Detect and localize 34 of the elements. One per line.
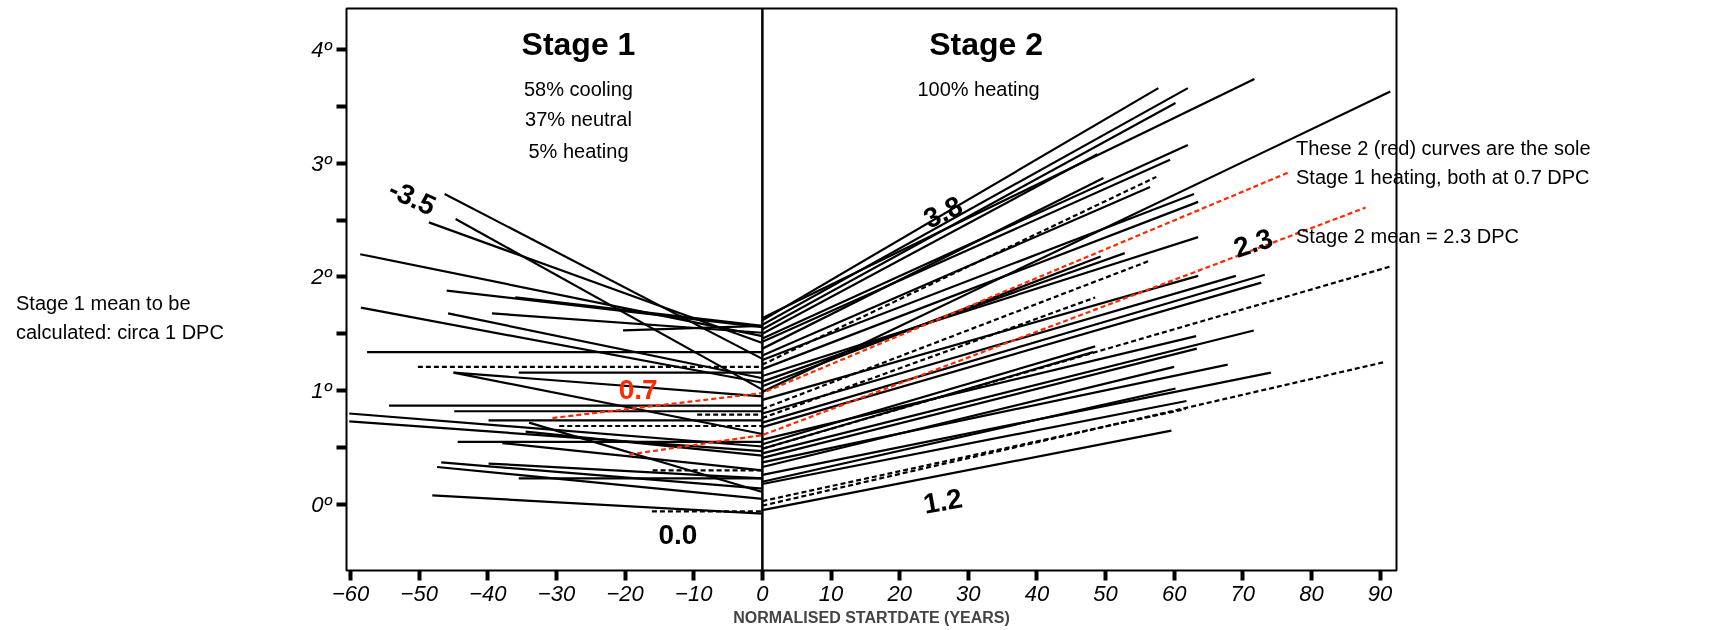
x-tick-label: −40	[469, 580, 508, 606]
y-tick-label: 0º	[311, 492, 333, 518]
y-tick-label: 3º	[311, 150, 333, 176]
annotation: 5% heating	[528, 139, 629, 162]
x-tick-label: −10	[675, 580, 714, 606]
annotation: 100% heating	[917, 78, 1040, 101]
y-tick-label: 4º	[311, 36, 333, 62]
annotation: -3.5	[383, 173, 441, 222]
x-tick-label: −50	[400, 580, 439, 606]
text: Stage 1 mean to be	[16, 291, 192, 316]
x-tick-label: −20	[606, 580, 645, 606]
x-tick-label: −30	[537, 580, 576, 606]
annotation: 0.0	[658, 518, 698, 550]
y-tick-label: 2º	[310, 264, 333, 290]
x-tick-label: 20	[886, 580, 913, 606]
x-tick-label: 70	[1230, 580, 1256, 606]
annotation: Stage 1	[521, 25, 636, 62]
x-tick-label: 40	[1024, 580, 1050, 606]
annotation: 2.3	[1229, 222, 1277, 264]
annotation: 1.2	[921, 482, 965, 520]
y-tick-label: 1º	[311, 378, 333, 404]
x-tick-label: 90	[1367, 580, 1394, 606]
annotation: 58% cooling	[523, 78, 633, 101]
x-tick-label: 50	[1093, 580, 1119, 606]
x-tick-label: 30	[956, 580, 982, 606]
annotation: 37% neutral	[525, 107, 632, 130]
x-tick-label: 80	[1299, 580, 1325, 606]
annotation: Stage 2	[929, 25, 1044, 62]
text: calculated: circa 1 DPC	[16, 320, 224, 345]
x-tick-label: 10	[818, 580, 845, 606]
x-tick-label: −60	[331, 580, 371, 606]
x-axis-title: NORMALISED STARTDATE (YEARS)	[733, 608, 1010, 626]
x-tick-label: 0	[756, 580, 770, 606]
x-tick-label: 60	[1161, 580, 1188, 606]
